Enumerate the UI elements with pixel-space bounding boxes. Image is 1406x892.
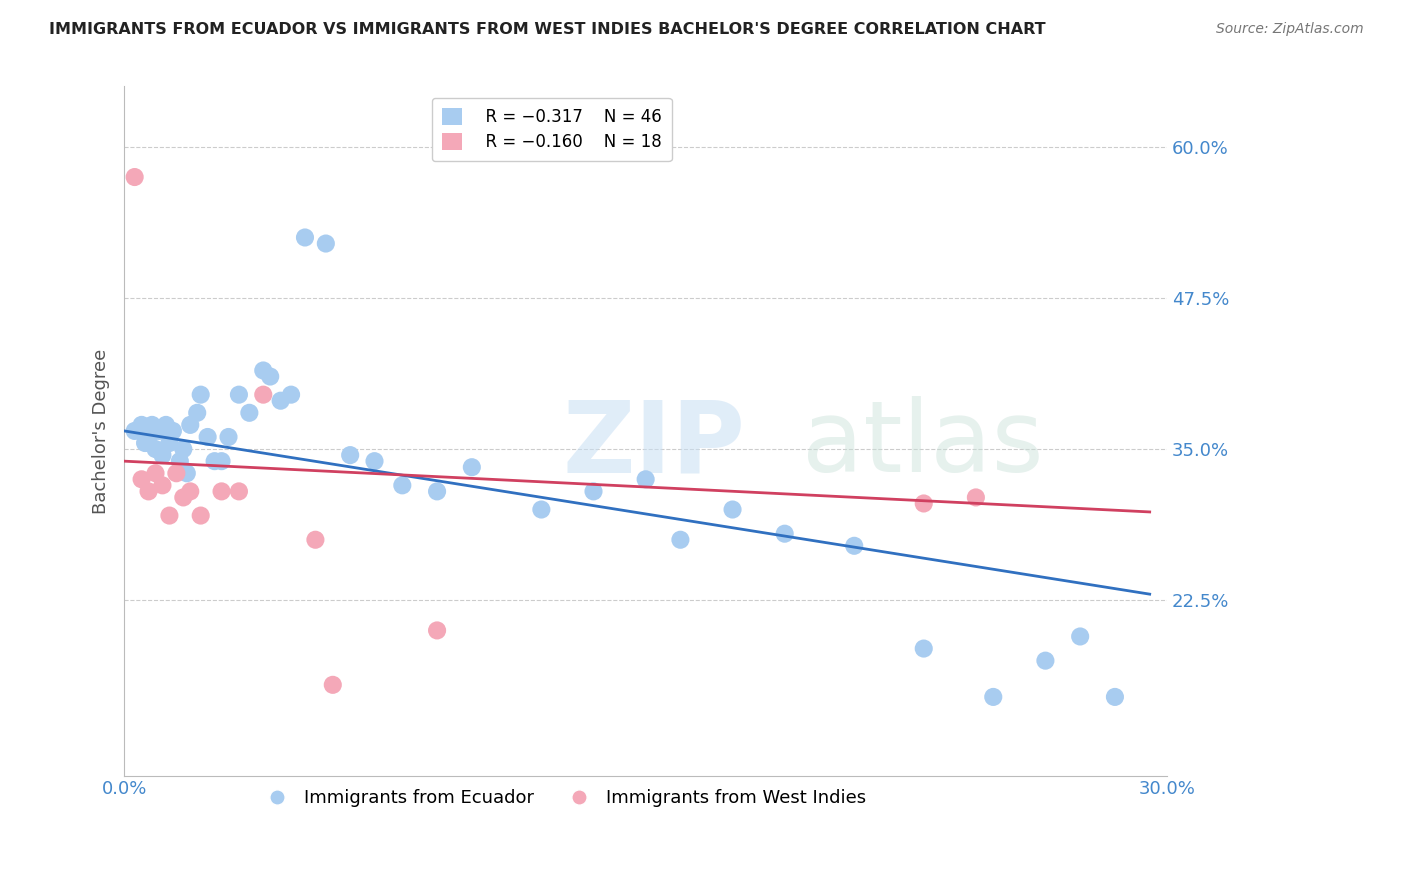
Point	[315, 236, 337, 251]
Point	[204, 454, 226, 468]
Point	[157, 508, 180, 523]
Point	[582, 484, 605, 499]
Point	[322, 678, 344, 692]
Y-axis label: Bachelor's Degree: Bachelor's Degree	[93, 348, 110, 514]
Point	[176, 467, 198, 481]
Point	[145, 442, 167, 456]
Point	[461, 460, 484, 475]
Point	[138, 430, 160, 444]
Point	[270, 393, 292, 408]
Point	[190, 387, 212, 401]
Point	[138, 484, 160, 499]
Point	[186, 406, 208, 420]
Point	[669, 533, 692, 547]
Point	[124, 424, 146, 438]
Point	[912, 496, 935, 510]
Point	[294, 230, 316, 244]
Point	[172, 491, 194, 505]
Point	[152, 478, 174, 492]
Point	[426, 484, 449, 499]
Point	[844, 539, 866, 553]
Point	[141, 417, 163, 432]
Point	[197, 430, 219, 444]
Point	[339, 448, 361, 462]
Point	[912, 641, 935, 656]
Text: ZIP: ZIP	[562, 396, 745, 493]
Point	[157, 436, 180, 450]
Point	[228, 387, 250, 401]
Legend: Immigrants from Ecuador, Immigrants from West Indies: Immigrants from Ecuador, Immigrants from…	[252, 782, 873, 814]
Point	[190, 508, 212, 523]
Point	[981, 690, 1004, 704]
Point	[211, 484, 233, 499]
Point	[721, 502, 744, 516]
Point	[134, 436, 156, 450]
Point	[124, 169, 146, 184]
Point	[169, 454, 191, 468]
Point	[965, 491, 987, 505]
Point	[162, 424, 184, 438]
Point	[148, 424, 170, 438]
Point	[363, 454, 385, 468]
Point	[131, 472, 153, 486]
Point	[259, 369, 281, 384]
Point	[1069, 630, 1091, 644]
Point	[426, 624, 449, 638]
Point	[211, 454, 233, 468]
Text: atlas: atlas	[801, 396, 1043, 493]
Point	[172, 442, 194, 456]
Point	[145, 467, 167, 481]
Point	[218, 430, 240, 444]
Text: IMMIGRANTS FROM ECUADOR VS IMMIGRANTS FROM WEST INDIES BACHELOR'S DEGREE CORRELA: IMMIGRANTS FROM ECUADOR VS IMMIGRANTS FR…	[49, 22, 1046, 37]
Point	[179, 484, 201, 499]
Point	[1104, 690, 1126, 704]
Point	[252, 387, 274, 401]
Point	[155, 417, 177, 432]
Point	[530, 502, 553, 516]
Point	[152, 448, 174, 462]
Point	[165, 467, 187, 481]
Point	[391, 478, 413, 492]
Point	[252, 363, 274, 377]
Point	[773, 526, 796, 541]
Point	[280, 387, 302, 401]
Point	[228, 484, 250, 499]
Point	[131, 417, 153, 432]
Point	[238, 406, 260, 420]
Text: Source: ZipAtlas.com: Source: ZipAtlas.com	[1216, 22, 1364, 37]
Point	[634, 472, 657, 486]
Point	[179, 417, 201, 432]
Point	[304, 533, 326, 547]
Point	[1035, 654, 1057, 668]
